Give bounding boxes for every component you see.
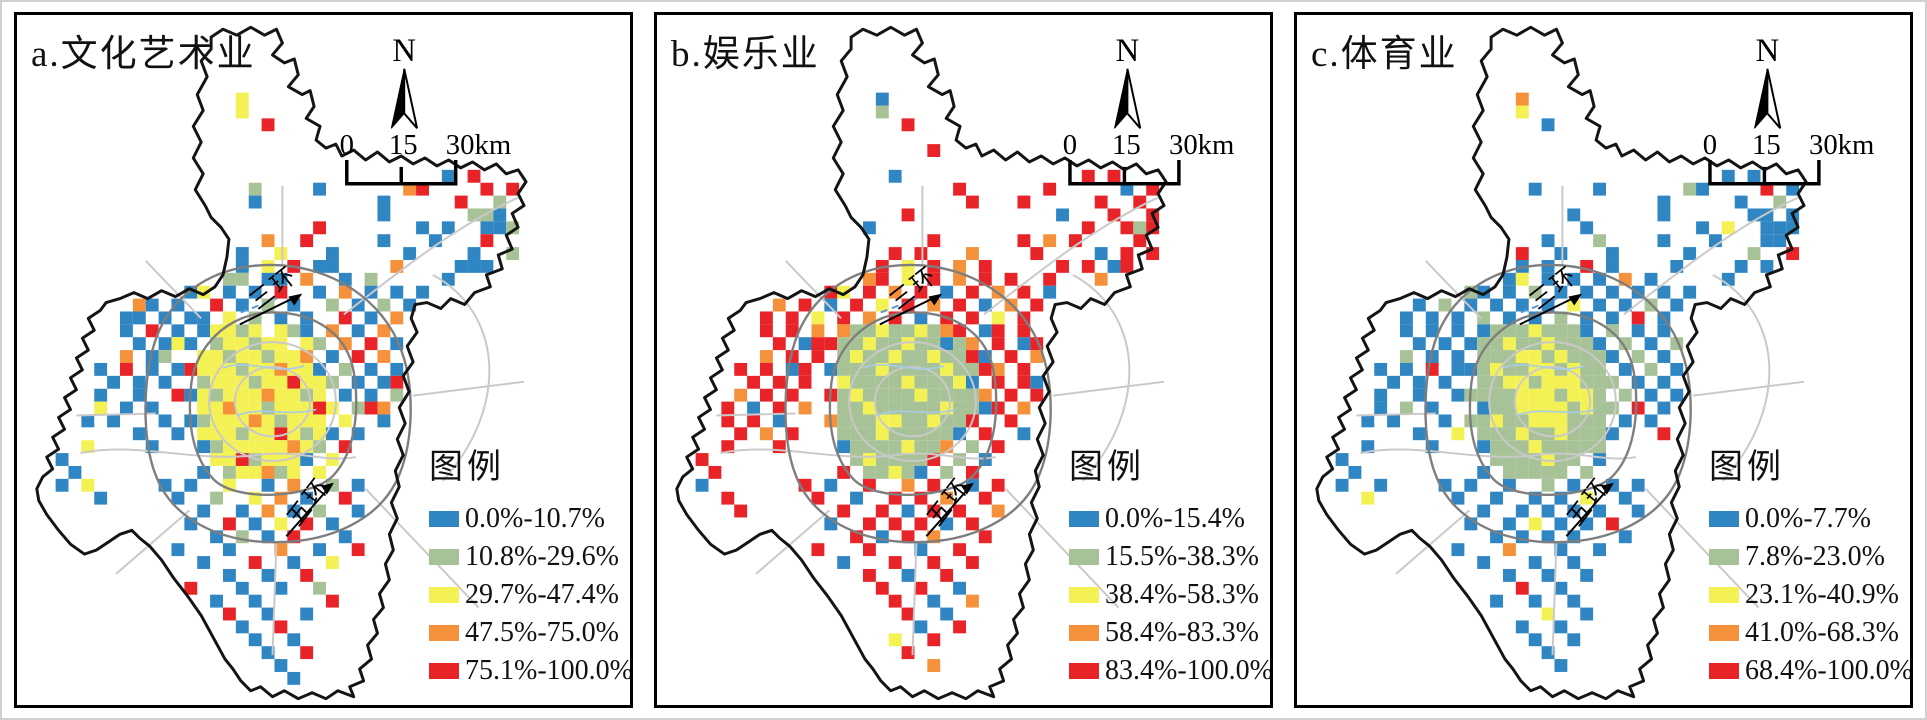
legend-swatch-orange (1709, 625, 1739, 641)
legend-label: 15.5%-38.3% (1105, 541, 1259, 572)
legend-title: 图例 (429, 449, 505, 486)
legend-label: 0.0%-15.4% (1105, 503, 1245, 534)
legend-item: 10.8%-29.6% (429, 538, 630, 576)
legend-swatch-blue (1069, 511, 1099, 527)
north-label: N (1756, 33, 1780, 69)
legend-swatch-blue (429, 511, 459, 527)
legend-swatch-yellow (1709, 587, 1739, 603)
legend-item: 15.5%-38.3% (1069, 538, 1270, 576)
scale-zero-label: 0 (1063, 129, 1077, 161)
legend-label: 38.4%-58.3% (1105, 579, 1259, 610)
map-panel-culture-arts: 三环 五环 N 0 15 30km a.文化艺术业 图例 0.0%-10.7% … (14, 12, 633, 708)
legend-label: 75.1%-100.0% (465, 655, 633, 686)
map-decorations: N 0 15 30km (1063, 33, 1234, 186)
panel-title: a.文化艺术业 (31, 34, 256, 75)
legend-item: 7.8%-23.0% (1709, 538, 1910, 576)
legend: 图例 0.0%-7.7% 7.8%-23.0% 23.1%-40.9% 41.0… (1709, 439, 1913, 690)
north-arrow-and-scalebar (1068, 67, 1181, 186)
legend-label: 41.0%-68.3% (1745, 617, 1899, 648)
legend-label: 68.4%-100.0% (1745, 655, 1913, 686)
scale-max-label: 30km (446, 129, 511, 161)
map-panel-sports: 三环 五环 N 0 15 30km c.体育业 图例 0.0%-7.7% 7.8… (1294, 12, 1913, 708)
scale-zero-label: 0 (340, 129, 354, 161)
legend: 图例 0.0%-10.7% 10.8%-29.6% 29.7%-47.4% 47… (429, 439, 633, 690)
legend-swatch-red (1069, 663, 1099, 679)
legend-item: 83.4%-100.0% (1069, 652, 1273, 690)
scale-max-label: 30km (1809, 129, 1874, 161)
legend-item: 0.0%-7.7% (1709, 500, 1910, 538)
legend-label: 7.8%-23.0% (1745, 541, 1885, 572)
legend-item: 41.0%-68.3% (1709, 614, 1910, 652)
legend-swatch-orange (1069, 625, 1099, 641)
scale-zero-label: 0 (1703, 129, 1717, 161)
legend-item: 23.1%-40.9% (1709, 576, 1910, 614)
legend-item: 0.0%-15.4% (1069, 500, 1270, 538)
legend-item: 58.4%-83.3% (1069, 614, 1270, 652)
legend-item: 29.7%-47.4% (429, 576, 630, 614)
legend-swatch-red (429, 663, 459, 679)
map-decorations: N 0 15 30km (1703, 33, 1874, 186)
legend-swatch-green (1069, 549, 1099, 565)
legend-label: 47.5%-75.0% (465, 617, 619, 648)
map-canvas-c: 三环 五环 N 0 15 30km (1315, 25, 1874, 701)
legend-label: 29.7%-47.4% (465, 579, 619, 610)
scale-mid-label: 15 (1752, 129, 1781, 161)
scale-max-label: 30km (1169, 129, 1234, 161)
legend-title: 图例 (1069, 449, 1145, 486)
legend-title: 图例 (1709, 449, 1785, 486)
map-decorations: N 0 15 30km (340, 33, 511, 186)
legend-label: 10.8%-29.6% (465, 541, 619, 572)
legend-label: 23.1%-40.9% (1745, 579, 1899, 610)
legend-label: 0.0%-10.7% (465, 503, 605, 534)
legend-label: 83.4%-100.0% (1105, 655, 1273, 686)
map-canvas-b: 三环 五环 N 0 15 30km (675, 25, 1234, 701)
legend-swatch-yellow (1069, 587, 1099, 603)
scale-mid-label: 15 (1112, 129, 1141, 161)
legend-swatch-yellow (429, 587, 459, 603)
grid-cells (1335, 92, 1800, 672)
legend-item: 47.5%-75.0% (429, 614, 630, 652)
north-arrow-and-scalebar (345, 67, 458, 186)
legend-swatch-orange (429, 625, 459, 641)
map-canvas-a: 三环 五环 N 0 15 30km (35, 25, 528, 701)
map-panel-entertainment: 三环 五环 N 0 15 30km b.娱乐业 图例 0.0%-15.4% 15… (654, 12, 1273, 708)
north-label: N (392, 33, 416, 69)
legend-item: 75.1%-100.0% (429, 652, 633, 690)
legend-swatch-blue (1709, 511, 1739, 527)
legend-item: 0.0%-10.7% (429, 500, 630, 538)
panel-title: c.体育业 (1311, 34, 1458, 75)
legend-item: 38.4%-58.3% (1069, 576, 1270, 614)
panel-title: b.娱乐业 (671, 34, 820, 75)
legend-item: 68.4%-100.0% (1709, 652, 1913, 690)
legend-label: 58.4%-83.3% (1105, 617, 1259, 648)
scale-mid-label: 15 (389, 129, 418, 161)
north-label: N (1116, 33, 1140, 69)
north-arrow-and-scalebar (1708, 67, 1821, 186)
legend-swatch-green (1709, 549, 1739, 565)
legend-label: 0.0%-7.7% (1745, 503, 1871, 534)
legend: 图例 0.0%-15.4% 15.5%-38.3% 38.4%-58.3% 58… (1069, 439, 1273, 690)
legend-swatch-green (429, 549, 459, 565)
legend-swatch-red (1709, 663, 1739, 679)
